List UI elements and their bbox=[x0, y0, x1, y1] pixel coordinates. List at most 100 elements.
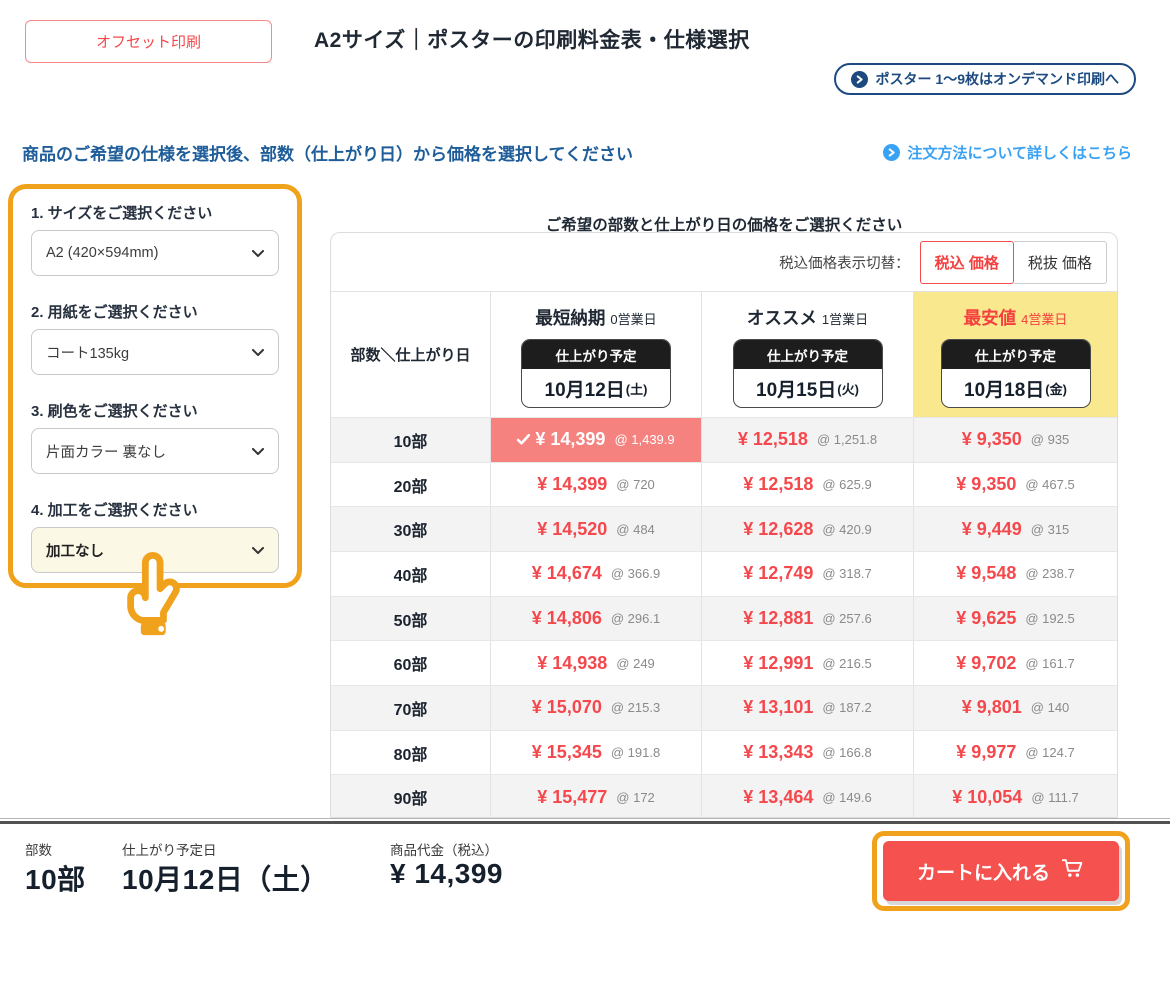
chevron-down-icon bbox=[252, 344, 264, 360]
date-text: 10月12日 bbox=[544, 379, 625, 401]
price-cell[interactable]: ¥ 14,806 @ 296.1 bbox=[491, 596, 702, 641]
tax-included-button[interactable]: 税込 価格 bbox=[919, 240, 1014, 284]
price-cell[interactable]: ¥ 12,518 @ 625.9 bbox=[702, 462, 914, 507]
price-text: ¥ 9,702 bbox=[956, 652, 1017, 673]
price-text: ¥ 9,625 bbox=[956, 608, 1017, 629]
finishing-select-value: 加工なし bbox=[46, 543, 104, 560]
price-table: 税込価格表示切替： 税込 価格 税抜 価格 部数＼仕上がり日 最短納期 0営業日 … bbox=[330, 232, 1118, 818]
column-header-cheapest: 最安値 4営業日 仕上がり予定 10月18日 (金) bbox=[914, 292, 1117, 417]
add-to-cart-button[interactable]: カートに入れる bbox=[883, 841, 1119, 901]
unit-price-text: @ 366.9 bbox=[610, 566, 661, 582]
unit-price-text: @ 172 bbox=[616, 789, 655, 805]
unit-price-text: @ 318.7 bbox=[822, 566, 872, 582]
unit-price-text: @ 191.8 bbox=[610, 745, 661, 761]
price-text: ¥ 9,350 bbox=[956, 474, 1017, 494]
offset-print-button[interactable]: オフセット印刷 bbox=[25, 20, 272, 63]
quantity-cell: 30部 bbox=[331, 507, 491, 552]
tax-excluded-button[interactable]: 税抜 価格 bbox=[1013, 240, 1107, 284]
unit-price-text: @ 161.7 bbox=[1025, 655, 1075, 671]
unit-price-text: @ 192.5 bbox=[1025, 611, 1075, 627]
unit-price-text: @ 484 bbox=[616, 521, 655, 537]
price-cell[interactable]: ¥ 14,399 @ 720 bbox=[491, 462, 702, 507]
date-card: 仕上がり予定 10月15日 (火) bbox=[732, 339, 883, 408]
column-badge: オススメ bbox=[746, 308, 817, 328]
price-cell[interactable]: ¥ 13,343 @ 166.8 bbox=[702, 730, 914, 775]
price-cell[interactable]: ¥ 13,464 @ 149.6 bbox=[702, 775, 914, 817]
price-text: ¥ 9,449 bbox=[961, 518, 1022, 539]
table-body: 10部 ¥ 14,399 @ 1,439.9 ¥ 12,518 @ 1,251.… bbox=[331, 417, 1117, 817]
price-text: ¥ 12,991 bbox=[743, 652, 814, 673]
schedule-badge: 仕上がり予定 bbox=[733, 340, 882, 369]
unit-price-text: @ 315 bbox=[1030, 521, 1070, 537]
arrow-circle-icon bbox=[850, 70, 868, 88]
unit-price-text: @ 467.5 bbox=[1025, 477, 1075, 492]
price-cell[interactable]: ¥ 9,449 @ 315 bbox=[914, 507, 1117, 551]
price-cell[interactable]: ¥ 12,881 @ 257.6 bbox=[702, 596, 914, 641]
unit-price-text: @ 215.3 bbox=[610, 700, 661, 716]
unit-price-text: @ 140 bbox=[1030, 700, 1070, 716]
table-row: 60部 ¥ 14,938 @ 249 ¥ 12,991 @ 216.5 ¥ 9,… bbox=[331, 640, 1117, 686]
quantity-cell: 40部 bbox=[331, 552, 491, 596]
price-cell[interactable]: ¥ 13,101 @ 187.2 bbox=[702, 686, 914, 730]
price-cell[interactable]: ¥ 15,477 @ 172 bbox=[491, 775, 702, 817]
order-help-link[interactable]: 注文方法について詳しくはこちら bbox=[883, 142, 1132, 163]
price-text: ¥ 12,881 bbox=[743, 608, 814, 629]
arrow-circle-icon bbox=[883, 144, 901, 161]
price-cell[interactable]: ¥ 15,345 @ 191.8 bbox=[491, 730, 702, 775]
unit-price-text: @ 935 bbox=[1030, 432, 1070, 448]
price-text: ¥ 9,350 bbox=[961, 429, 1022, 450]
price-cell[interactable]: ¥ 12,628 @ 420.9 bbox=[702, 507, 914, 552]
price-cell[interactable]: ¥ 10,054 @ 111.7 bbox=[914, 775, 1117, 817]
price-text: ¥ 12,628 bbox=[743, 518, 814, 539]
price-cell[interactable]: ¥ 14,399 @ 1,439.9 bbox=[491, 418, 702, 462]
tax-toggle-row: 税込価格表示切替： 税込 価格 税抜 価格 bbox=[331, 233, 1117, 291]
pointer-hand-icon bbox=[112, 548, 190, 648]
weekday-text: (金) bbox=[1045, 381, 1067, 397]
price-cell[interactable]: ¥ 14,674 @ 366.9 bbox=[491, 552, 702, 596]
add-to-cart-label: カートに入れる bbox=[916, 862, 1050, 884]
summary-price-value: ¥ 14,399 bbox=[390, 858, 503, 889]
schedule-badge: 仕上がり予定 bbox=[522, 340, 670, 369]
summary-bar: 部数 10部 仕上がり予定日 10月12日（土） 商品代金（税込） ¥ 14,3… bbox=[0, 818, 1170, 993]
price-cell[interactable]: ¥ 9,548 @ 238.7 bbox=[914, 552, 1117, 596]
price-cell[interactable]: ¥ 9,350 @ 467.5 bbox=[914, 463, 1117, 507]
unit-price-text: @ 216.5 bbox=[822, 655, 872, 671]
table-header-row: 部数＼仕上がり日 最短納期 0営業日 仕上がり予定 10月12日 (土) オススメ 1… bbox=[331, 291, 1117, 417]
price-cell[interactable]: ¥ 9,350 @ 935 bbox=[914, 418, 1117, 462]
tax-toggle: 税込 価格 税抜 価格 bbox=[919, 240, 1107, 284]
price-text: ¥ 14,806 bbox=[531, 608, 602, 629]
ondemand-link[interactable]: ポスター 1〜9枚はオンデマンド印刷へ bbox=[833, 63, 1136, 95]
table-row: 50部 ¥ 14,806 @ 296.1 ¥ 12,881 @ 257.6 ¥ … bbox=[331, 595, 1117, 641]
size-step-label: 1. サイズをご選択ください bbox=[31, 205, 213, 222]
chevron-down-icon bbox=[252, 443, 264, 459]
unit-price-text: @ 1,251.8 bbox=[816, 432, 878, 448]
unit-price-text: @ 257.6 bbox=[822, 611, 872, 627]
price-cell[interactable]: ¥ 14,938 @ 249 bbox=[491, 641, 702, 686]
unit-price-text: @ 1,439.9 bbox=[614, 432, 675, 448]
price-cell[interactable]: ¥ 9,702 @ 161.7 bbox=[914, 641, 1117, 685]
finishing-step-label: 4. 加工をご選択ください bbox=[31, 502, 198, 519]
price-cell[interactable]: ¥ 12,518 @ 1,251.8 bbox=[702, 418, 914, 462]
price-cell[interactable]: ¥ 12,991 @ 216.5 bbox=[702, 641, 914, 686]
price-cell[interactable]: ¥ 9,625 @ 192.5 bbox=[914, 597, 1117, 641]
paper-select[interactable]: コート135kg bbox=[31, 329, 279, 375]
price-text: ¥ 12,518 bbox=[743, 474, 814, 494]
price-text: ¥ 14,399 bbox=[535, 429, 606, 450]
price-cell[interactable]: ¥ 14,520 @ 484 bbox=[491, 507, 702, 552]
price-text: ¥ 9,548 bbox=[956, 563, 1017, 584]
print-color-select[interactable]: 片面カラー 裏なし bbox=[31, 428, 279, 474]
price-cell[interactable]: ¥ 9,801 @ 140 bbox=[914, 686, 1117, 730]
quantity-cell: 60部 bbox=[331, 641, 491, 686]
price-cell[interactable]: ¥ 12,749 @ 318.7 bbox=[702, 552, 914, 596]
price-text: ¥ 14,938 bbox=[537, 652, 608, 673]
price-text: ¥ 15,345 bbox=[531, 742, 602, 763]
price-text: ¥ 12,518 bbox=[737, 429, 808, 450]
price-cell[interactable]: ¥ 15,070 @ 215.3 bbox=[491, 686, 702, 730]
price-text: ¥ 14,520 bbox=[537, 518, 608, 539]
table-row: 20部 ¥ 14,399 @ 720 ¥ 12,518 @ 625.9 ¥ 9,… bbox=[331, 461, 1117, 507]
price-text: ¥ 14,674 bbox=[531, 563, 602, 584]
summary-qty-value: 10部 bbox=[25, 864, 86, 895]
chevron-down-icon bbox=[252, 245, 264, 261]
size-select[interactable]: A2 (420×594mm) bbox=[31, 230, 279, 276]
price-cell[interactable]: ¥ 9,977 @ 124.7 bbox=[914, 731, 1117, 775]
